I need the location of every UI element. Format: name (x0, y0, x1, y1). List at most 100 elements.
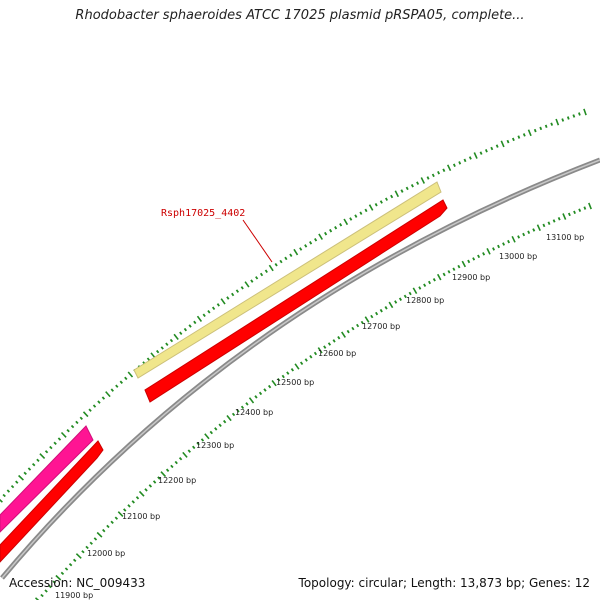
minor-tick (281, 374, 285, 379)
minor-tick (119, 380, 123, 384)
major-tick (364, 316, 370, 323)
minor-tick (72, 558, 77, 563)
minor-tick (187, 449, 191, 453)
minor-tick (426, 176, 430, 180)
minor-tick (79, 416, 83, 421)
minor-tick (124, 376, 128, 381)
minor-tick (284, 256, 288, 261)
minor-tick (447, 270, 451, 274)
major-tick (248, 397, 255, 404)
major-tick (293, 248, 299, 256)
minor-tick (400, 189, 404, 193)
minor-tick (146, 357, 151, 361)
major-tick (583, 108, 587, 116)
minor-tick (114, 516, 119, 520)
minor-tick (240, 286, 244, 290)
scale-label: 12500 bp (276, 378, 314, 387)
minor-tick (263, 388, 267, 392)
map-summary-label: Topology: circular; Length: 13,873 bp; G… (298, 576, 590, 590)
major-tick (446, 164, 452, 172)
minor-tick (188, 324, 192, 328)
gene-feature-highlight[interactable] (133, 181, 442, 379)
major-tick (204, 433, 210, 440)
minor-tick (52, 580, 56, 584)
minor-tick (337, 336, 341, 340)
major-tick (368, 204, 374, 211)
major-tick (182, 451, 188, 458)
scale-label: 13100 bp (546, 233, 584, 242)
gene-feature-forward-2[interactable] (0, 440, 104, 563)
minor-tick (207, 310, 211, 314)
minor-tick (385, 197, 388, 201)
minor-tick (110, 388, 114, 392)
major-tick (138, 490, 145, 497)
minor-tick (442, 168, 446, 172)
minor-tick (48, 584, 52, 589)
major-tick (420, 177, 426, 184)
minor-tick (304, 358, 308, 362)
minor-tick (10, 484, 15, 489)
minor-tick (102, 528, 106, 533)
minor-tick (360, 320, 364, 325)
scale-label: 12800 bp (406, 296, 444, 305)
minor-tick (169, 338, 174, 343)
minor-tick (157, 476, 161, 480)
minor-tick (329, 228, 333, 233)
gene-feature-forward[interactable] (144, 199, 448, 403)
minor-tick (423, 283, 427, 287)
scale-label: 12400 bp (235, 408, 273, 417)
minor-tick (472, 257, 476, 261)
minor-tick (152, 480, 157, 484)
minor-tick (106, 524, 110, 529)
minor-tick (428, 280, 431, 285)
minor-tick (57, 437, 62, 441)
minor-tick (131, 500, 135, 504)
major-tick (394, 190, 400, 198)
minor-tick (405, 186, 409, 191)
minor-tick (431, 173, 435, 178)
minor-tick (196, 441, 200, 446)
major-tick (268, 264, 274, 272)
minor-tick (66, 428, 70, 433)
minor-tick (432, 278, 436, 282)
minor-tick (467, 259, 471, 264)
scale-label: 12000 bp (87, 549, 125, 558)
minor-tick (218, 423, 222, 427)
minor-tick (15, 480, 19, 484)
minor-tick (552, 219, 556, 223)
minor-tick (31, 462, 36, 467)
minor-tick (170, 464, 174, 469)
minor-tick (403, 294, 407, 299)
minor-tick (135, 496, 140, 500)
minor-tick (458, 161, 462, 165)
major-tick (318, 233, 323, 240)
minor-tick (364, 208, 368, 213)
minor-tick (416, 181, 420, 185)
minor-tick (255, 276, 259, 280)
major-tick (105, 391, 111, 398)
minor-tick (557, 217, 561, 221)
minor-tick (532, 228, 536, 232)
major-tick (173, 333, 179, 340)
gene-label[interactable]: Rsph17025_4402 (161, 208, 245, 219)
major-tick (60, 431, 67, 438)
major-tick (196, 315, 203, 322)
minor-tick (339, 223, 343, 227)
scale-label: 12100 bp (122, 512, 160, 521)
major-tick (511, 235, 516, 243)
minor-tick (332, 339, 336, 343)
major-tick (226, 414, 232, 422)
major-tick (34, 597, 40, 600)
minor-tick (356, 323, 360, 328)
minor-tick (299, 247, 303, 251)
gene-feature-pink[interactable] (0, 425, 94, 533)
major-tick (96, 531, 103, 538)
minor-tick (202, 313, 206, 318)
minor-tick (144, 488, 148, 492)
minor-tick (539, 126, 543, 131)
minor-tick (398, 297, 402, 301)
minor-tick (463, 158, 467, 163)
minor-tick (183, 327, 188, 332)
minor-tick (452, 267, 456, 271)
minor-tick (304, 244, 308, 248)
